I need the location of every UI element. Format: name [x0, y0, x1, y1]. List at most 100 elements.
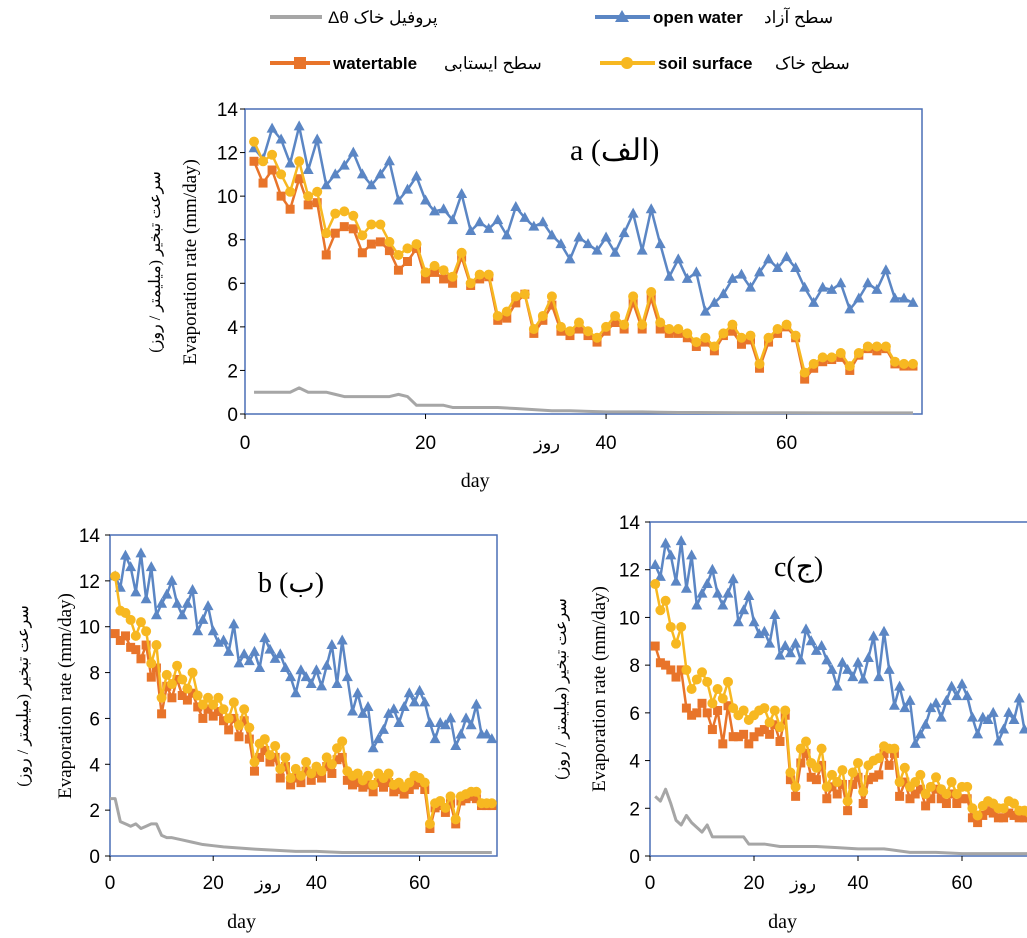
data-point-watertable — [884, 760, 894, 770]
data-point-open-water — [465, 719, 477, 730]
data-point-soil-surface — [707, 698, 718, 709]
data-point-soil-surface — [628, 291, 639, 302]
data-point-watertable — [126, 642, 136, 652]
data-point-soil-surface — [637, 319, 648, 330]
data-point-watertable — [733, 732, 743, 742]
data-point-soil-surface — [998, 803, 1009, 814]
data-point-soil-surface — [383, 768, 394, 779]
data-point-soil-surface — [208, 699, 219, 710]
series-profile — [110, 797, 492, 855]
data-point-open-water — [414, 684, 426, 695]
data-point-soil-surface — [471, 786, 482, 797]
data-point-soil-surface — [610, 310, 621, 321]
y-tick-label: 4 — [629, 752, 640, 773]
data-point-watertable — [962, 794, 972, 804]
data-point-soil-surface — [702, 676, 713, 687]
data-point-soil-surface — [811, 762, 822, 773]
data-point-watertable — [759, 725, 769, 735]
data-point-soil-surface — [465, 278, 476, 289]
data-point-soil-surface — [910, 777, 921, 788]
y-tick-label: 2 — [89, 801, 100, 822]
data-point-watertable — [157, 709, 167, 719]
plot-area — [248, 120, 919, 415]
data-point-watertable — [404, 785, 414, 795]
data-point-open-water — [836, 656, 848, 667]
data-point-soil-surface — [785, 767, 796, 778]
data-point-open-water — [135, 547, 147, 558]
data-point-open-water — [665, 549, 677, 560]
data-point-open-water — [150, 609, 162, 620]
data-point-open-water — [171, 597, 183, 608]
data-point-watertable — [312, 198, 322, 208]
data-point-open-water — [880, 264, 892, 275]
data-point-soil-surface — [697, 667, 707, 678]
data-point-soil-surface — [440, 802, 451, 813]
y-tick-label: 2 — [227, 361, 238, 382]
data-point-soil-surface — [375, 219, 386, 230]
data-point-open-water — [670, 575, 682, 586]
data-point-open-water — [769, 609, 781, 620]
data-point-soil-surface — [1024, 808, 1027, 818]
data-point-soil-surface — [223, 713, 234, 724]
data-point-open-water — [972, 728, 984, 739]
data-point-open-water — [455, 728, 467, 739]
data-point-watertable — [749, 732, 759, 742]
data-point-open-water — [654, 238, 666, 249]
data-point-open-water — [946, 680, 958, 691]
data-point-watertable — [394, 785, 404, 795]
data-point-open-water — [352, 687, 364, 698]
panel-label: a (الف) — [570, 134, 659, 167]
legend-soil-marker — [621, 57, 633, 69]
data-point-open-water — [238, 648, 250, 659]
data-point-open-water — [483, 222, 495, 233]
data-point-open-water — [546, 229, 558, 240]
data-point-open-water — [336, 634, 348, 645]
data-point-watertable — [650, 641, 660, 651]
data-point-soil-surface — [510, 291, 521, 302]
data-point-open-water — [156, 597, 168, 608]
data-point-open-water — [790, 262, 802, 273]
data-point-soil-surface — [946, 777, 957, 788]
data-point-open-water — [326, 639, 338, 650]
data-point-watertable — [317, 773, 327, 783]
x-axis-label-fa: روز — [789, 873, 816, 894]
data-point-watertable — [681, 703, 691, 713]
data-point-open-water — [754, 266, 766, 277]
series-line-profile — [110, 797, 492, 855]
data-point-open-water — [411, 170, 423, 181]
data-point-soil-surface — [795, 743, 806, 754]
data-point-open-water — [166, 574, 178, 585]
data-point-open-water — [290, 687, 302, 698]
data-point-watertable — [800, 374, 810, 384]
series-soil-surface — [249, 136, 918, 378]
y-tick-label: 0 — [629, 847, 640, 868]
y-tick-label: 8 — [89, 664, 100, 685]
x-tick-label: 40 — [847, 873, 868, 894]
data-point-watertable — [286, 780, 296, 790]
data-point-open-water — [800, 623, 812, 634]
y-tick-label: 6 — [89, 709, 100, 730]
data-point-open-water — [460, 712, 472, 723]
data-point-watertable — [430, 267, 440, 277]
data-point-soil-surface — [573, 317, 584, 328]
data-point-open-water — [362, 700, 374, 711]
data-point-open-water — [805, 635, 817, 646]
data-point-open-water — [609, 246, 621, 257]
data-point-soil-surface — [259, 734, 270, 745]
data-point-watertable — [853, 772, 863, 782]
data-point-watertable — [801, 748, 811, 758]
data-point-watertable — [967, 813, 977, 823]
data-point-soil-surface — [438, 265, 449, 276]
data-point-open-water — [176, 609, 188, 620]
data-point-soil-surface — [853, 757, 863, 768]
data-point-open-water — [181, 597, 193, 608]
data-point-watertable — [115, 635, 125, 645]
data-point-soil-surface — [537, 310, 548, 321]
data-point-watertable — [843, 806, 853, 816]
data-point-soil-surface — [583, 326, 594, 337]
data-point-watertable — [311, 768, 321, 778]
data-point-soil-surface — [646, 287, 657, 297]
data-point-soil-surface — [264, 750, 275, 761]
data-point-open-water — [708, 296, 720, 307]
y-tick-label: 0 — [227, 405, 238, 426]
